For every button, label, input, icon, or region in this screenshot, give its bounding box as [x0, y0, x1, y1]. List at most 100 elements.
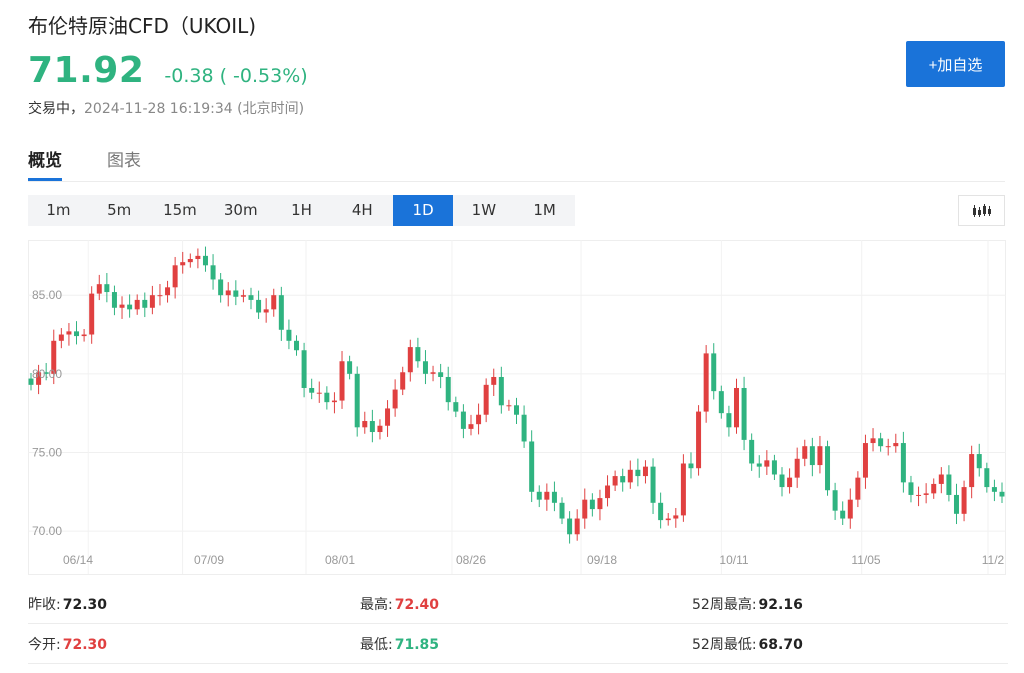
candle-body: [665, 518, 671, 521]
candle-body: [559, 502, 565, 519]
candle-body: [202, 255, 208, 266]
chart-border: [28, 240, 1006, 575]
candle-body: [248, 295, 254, 300]
candle-body: [642, 466, 648, 477]
candle-body: [779, 474, 785, 488]
candle-body: [66, 331, 72, 335]
candle-body: [111, 292, 117, 308]
candle-body: [468, 424, 474, 429]
instrument-title: 布伦特原油CFD（UKOIL): [28, 14, 257, 38]
candle-body: [696, 411, 702, 469]
candle-body: [984, 468, 990, 488]
candle-body: [225, 290, 231, 296]
tab-overview[interactable]: 概览: [28, 146, 62, 181]
candle-body: [741, 387, 747, 440]
stat-label: 最低:: [360, 637, 393, 653]
candle-body: [415, 347, 421, 362]
candle-body: [923, 493, 929, 495]
interval-30m[interactable]: 30m: [223, 201, 258, 219]
stats-row-1: 昨收: 72.30 最高: 72.40 52周最高: 92.16: [28, 584, 1008, 624]
y-tick-label: 85.00: [32, 288, 62, 302]
interval-1d[interactable]: 1D: [392, 195, 454, 226]
interval-selector: 1m 5m 15m 30m 1H 4H 1D 1W 1M: [28, 195, 575, 226]
candle-body: [483, 384, 489, 415]
candle-body: [514, 405, 519, 415]
candle-body: [764, 460, 770, 467]
x-tick-label: 10/11: [719, 553, 748, 567]
last-price: 71.92: [28, 50, 145, 91]
candle-body: [825, 446, 831, 491]
status-label: 交易中，: [28, 101, 84, 117]
chart-type-button[interactable]: [958, 195, 1005, 226]
candle-body: [961, 487, 967, 514]
price-chart[interactable]: 85.00 80.00 75.00 70.00 06/14 07/09 08/01 08/26…: [28, 240, 1006, 575]
candle-body: [89, 293, 95, 335]
candle-body: [650, 466, 656, 503]
candle-body: [362, 421, 368, 428]
candle-body: [286, 329, 292, 341]
candle-body: [385, 408, 391, 426]
stat-prev-close: 昨收: 72.30: [28, 594, 107, 614]
candle-body: [104, 284, 110, 293]
candle-body: [536, 491, 542, 500]
candle-body: [529, 441, 535, 492]
candle-body: [544, 491, 550, 500]
candle-body: [453, 402, 459, 412]
candle-body: [119, 304, 125, 308]
tab-chart[interactable]: 图表: [107, 151, 141, 171]
candle-body: [726, 413, 732, 428]
candle-body: [271, 295, 277, 310]
candle-body: [369, 421, 375, 433]
candle-body: [301, 350, 307, 388]
candle-body: [180, 262, 186, 266]
candle-body: [976, 454, 982, 469]
interval-5m[interactable]: 5m: [107, 201, 132, 219]
candle-body: [794, 458, 800, 478]
candlestick-chart: 85.00 80.00 75.00 70.00 06/14 07/09 08/01 08/26…: [28, 240, 1006, 575]
interval-1mo[interactable]: 1M: [533, 201, 556, 219]
candle-body: [127, 304, 133, 310]
candle-body: [900, 443, 906, 483]
candle-body: [870, 438, 876, 444]
candle-body: [802, 446, 808, 459]
candle-body: [195, 255, 201, 260]
interval-1h[interactable]: 1H: [291, 201, 312, 219]
candle-body: [680, 463, 686, 516]
tab-bar: 概览 图表: [28, 146, 1005, 182]
candle-body: [339, 361, 345, 401]
candle-body: [51, 340, 57, 374]
candle-body: [422, 361, 428, 374]
candle-body: [134, 299, 140, 310]
candle-body: [157, 295, 163, 297]
candle-body: [551, 491, 557, 503]
x-tick-label: 07/09: [194, 553, 224, 567]
price-row: 71.92 -0.38 ( -0.53%): [28, 50, 308, 91]
add-watchlist-button[interactable]: +加自选: [906, 41, 1005, 87]
candle-body: [953, 494, 959, 514]
interval-1w[interactable]: 1W: [471, 201, 497, 219]
candle-body: [218, 279, 224, 296]
candle-body: [476, 414, 482, 425]
candle-body: [605, 485, 611, 499]
candle-body: [862, 443, 868, 478]
interval-15m[interactable]: 15m: [163, 201, 197, 219]
stats-row-2: 今开: 72.30 最低: 71.85 52周最低: 68.70: [28, 624, 1008, 664]
candle-body: [506, 405, 512, 407]
interval-1m[interactable]: 1m: [46, 201, 71, 219]
stat-52w-low: 52周最低: 68.70: [692, 634, 803, 654]
x-tick-label: 11/2: [982, 553, 1005, 567]
y-tick-label: 70.00: [32, 524, 62, 538]
candle-body: [991, 487, 997, 492]
stats-panel: 昨收: 72.30 最高: 72.40 52周最高: 92.16 今开: 72.30 最…: [28, 584, 1008, 664]
candle-body: [612, 476, 618, 486]
candle-body: [316, 392, 322, 394]
stat-value: 72.40: [394, 597, 440, 613]
candle-body: [96, 284, 102, 294]
stat-value: 68.70: [758, 637, 803, 653]
candle-body: [309, 387, 315, 393]
candle-body: [392, 389, 398, 409]
candle-body: [28, 378, 34, 385]
interval-4h[interactable]: 4H: [351, 201, 373, 219]
candle-body: [498, 376, 504, 406]
candle-body: [718, 391, 724, 414]
